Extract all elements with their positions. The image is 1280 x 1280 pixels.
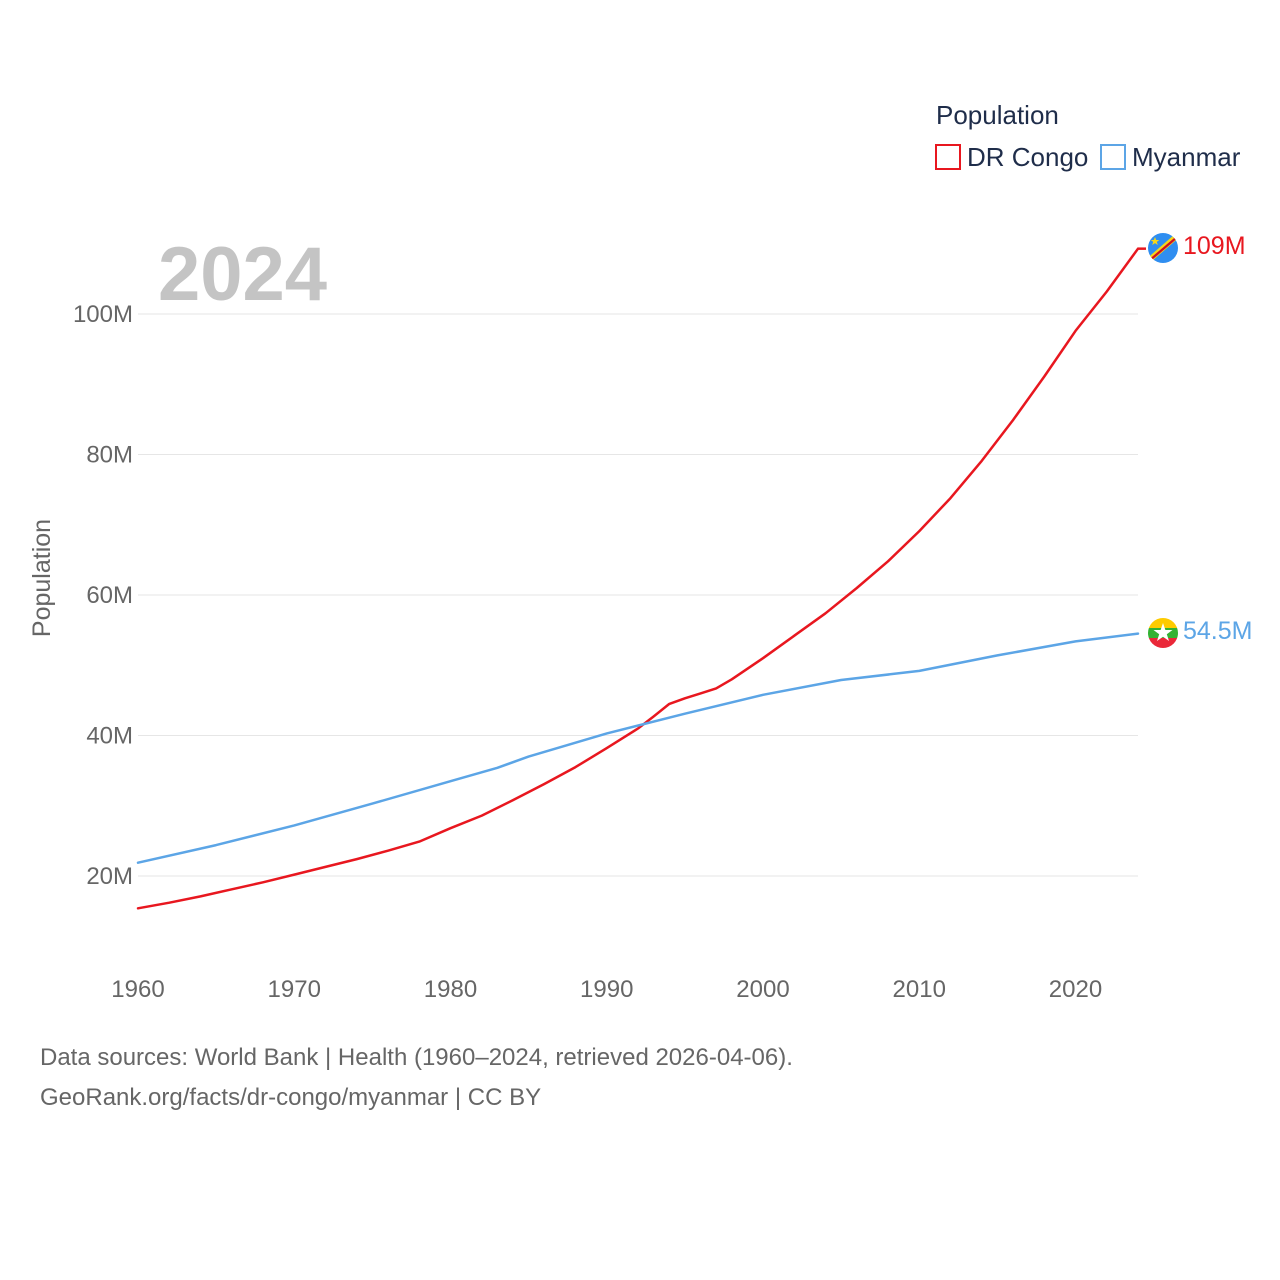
dr-congo-end-marker: 109M (1138, 232, 1246, 263)
x-tick-label: 1980 (424, 976, 477, 1003)
x-axis-ticks: 1960 1970 1980 1990 2000 2010 2020 (111, 976, 1102, 1003)
population-chart: 20M 40M 60M 80M 100M 1960 1970 1980 1990 2000 201… (28, 100, 1252, 1003)
x-tick-label: 2000 (736, 976, 789, 1003)
y-tick-label: 60M (86, 582, 133, 609)
series-lines (136, 247, 1140, 910)
series-line-myanmar (136, 632, 1140, 864)
y-tick-label: 100M (73, 301, 133, 328)
y-tick-label: 20M (86, 863, 133, 890)
x-tick-label: 1990 (580, 976, 633, 1003)
year-label: 2024 (158, 232, 327, 317)
dr-congo-flag-icon (1148, 233, 1178, 263)
footer-attribution: GeoRank.org/facts/dr-congo/myanmar | CC … (40, 1084, 542, 1111)
x-tick-label: 2010 (893, 976, 946, 1003)
legend-item-dr-congo[interactable]: DR Congo (935, 142, 1088, 172)
y-axis-title: Population (28, 519, 56, 637)
legend: Population DR Congo Myanmar (935, 100, 1241, 172)
y-tick-label: 80M (86, 442, 133, 469)
x-tick-label: 1970 (268, 976, 321, 1003)
myanmar-end-label: 54.5M (1183, 617, 1252, 645)
series-line-dr-congo (136, 247, 1140, 910)
legend-title: Population (936, 100, 1059, 130)
dr-congo-end-label: 109M (1183, 232, 1246, 260)
gridlines (138, 313, 1138, 877)
legend-label-myanmar: Myanmar (1132, 142, 1241, 172)
y-axis-ticks: 20M 40M 60M 80M 100M (73, 301, 133, 890)
legend-label-dr-congo: DR Congo (967, 142, 1088, 172)
footer-data-sources: Data sources: World Bank | Health (1960–… (40, 1044, 793, 1071)
y-tick-label: 40M (86, 723, 133, 750)
myanmar-flag-icon (1148, 618, 1178, 648)
x-tick-label: 2020 (1049, 976, 1102, 1003)
legend-item-myanmar[interactable]: Myanmar (1100, 142, 1241, 172)
myanmar-end-marker: 54.5M (1148, 617, 1252, 648)
legend-swatch-myanmar (1100, 144, 1126, 170)
legend-swatch-dr-congo (935, 144, 961, 170)
x-tick-label: 1960 (111, 976, 164, 1003)
